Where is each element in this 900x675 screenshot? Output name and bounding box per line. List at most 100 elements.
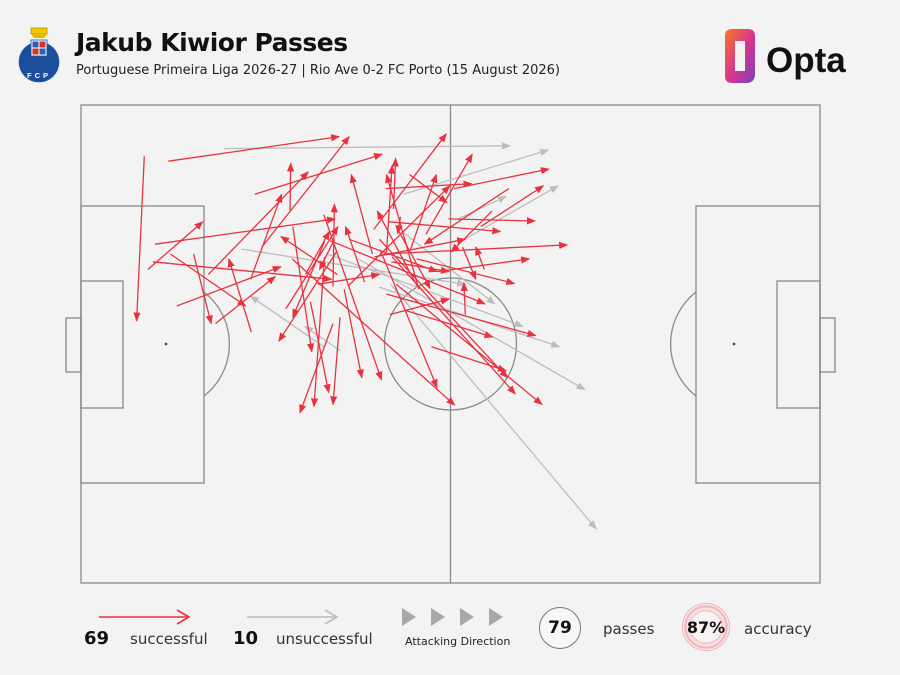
successful-pass-arrow — [425, 153, 473, 235]
successful-pass-arrow — [450, 210, 493, 253]
successful-pass-arrow — [387, 221, 502, 235]
successful-pass-arrow — [254, 153, 384, 195]
right-penalty-arc — [669, 291, 697, 397]
successful-pass-arrow — [409, 173, 438, 251]
successful-pass-arrow — [416, 258, 516, 286]
crest-text: FCP — [27, 71, 51, 80]
successful-pass-arrow — [304, 230, 330, 275]
right-penalty-spot — [732, 342, 736, 346]
unsuccessful-pass-arrow — [327, 253, 524, 328]
centre-circle — [383, 277, 518, 411]
successful-pass-arrow — [423, 188, 510, 245]
successful-pass-arrow — [409, 174, 448, 204]
successful-pass-arrow — [378, 238, 509, 379]
right-penalty-area — [695, 205, 821, 484]
crest-crown — [30, 27, 48, 38]
successful-pass-arrow — [292, 241, 326, 319]
successful-pass-arrow — [207, 171, 309, 275]
page-title: Jakub Kiwior Passes — [76, 28, 348, 57]
successful-pass-arrow — [249, 193, 283, 280]
successful-pass-arrow — [404, 309, 494, 339]
successful-pass-arrow — [227, 258, 252, 333]
successful-pass-arrow — [286, 162, 295, 211]
successful-pass-arrow — [343, 289, 364, 379]
successful-pass-arrow — [347, 185, 451, 287]
unsuccessful-pass-arrow — [390, 283, 597, 530]
page-subtitle: Portuguese Primeira Liga 2026-27 | Rio A… — [76, 63, 560, 78]
successful-pass-arrow — [475, 246, 485, 270]
successful-pass-arrow — [395, 226, 431, 290]
fc-porto-crest-icon: FCP — [17, 27, 61, 84]
successful-pass-arrow — [214, 275, 277, 325]
right-six-yard-box — [776, 280, 821, 409]
unsuccessful-count: 10 — [233, 628, 259, 649]
successful-label: successful — [130, 630, 208, 648]
successful-pass-arrow — [391, 157, 399, 210]
crest-shield — [17, 39, 61, 84]
successful-pass-arrow — [152, 261, 333, 283]
successful-pass-arrow — [310, 256, 326, 408]
successful-pass-arrow — [391, 256, 516, 395]
successful-pass-arrow — [344, 225, 366, 283]
successful-pass-arrow — [386, 293, 537, 337]
successful-pass-arrow — [154, 216, 337, 245]
left-penalty-area — [80, 205, 205, 484]
unsuccessful-passes — [223, 142, 597, 530]
attacking-direction-label: Attacking Direction — [405, 635, 511, 648]
successful-pass-arrow — [395, 216, 403, 235]
passes-total-badge: 79 — [539, 607, 581, 649]
successful-pass-arrow — [147, 221, 204, 270]
successful-pass-arrow — [385, 180, 473, 190]
successful-pass-arrow — [291, 258, 456, 406]
unsuccessful-pass-arrow — [223, 142, 512, 150]
successful-pass-arrow — [133, 156, 145, 322]
successful-pass-arrow — [261, 135, 350, 248]
unsuccessful-pass-arrow — [304, 325, 342, 352]
successful-pass-arrow — [349, 173, 374, 255]
successful-pass-arrow — [480, 185, 545, 228]
accuracy-badge: 87% — [682, 603, 730, 651]
unsuccessful-pass-arrow — [357, 258, 586, 391]
successful-pass-arrow — [170, 253, 247, 307]
successful-pass-arrow — [323, 214, 383, 381]
right-goal — [819, 317, 836, 373]
successful-pass-arrow — [309, 301, 331, 394]
unsuccessful-pass-arrow — [464, 185, 559, 240]
successful-pass-arrow — [453, 167, 550, 190]
successful-pass-arrow — [389, 297, 450, 316]
pitch-markings — [65, 104, 836, 584]
unsuccessful-legend-arrow — [247, 609, 339, 625]
unsuccessful-pass-arrow — [457, 195, 507, 220]
successful-pass-arrow — [329, 240, 486, 305]
accuracy-label: accuracy — [744, 620, 812, 638]
successful-count: 69 — [84, 628, 110, 649]
unsuccessful-pass-arrow — [403, 148, 550, 195]
left-six-yard-box — [80, 280, 124, 409]
left-penalty-spot — [164, 342, 168, 346]
successful-pass-arrow — [395, 283, 543, 406]
successful-legend-arrow — [99, 609, 191, 625]
successful-pass-arrow — [379, 249, 438, 389]
left-goal — [65, 317, 82, 373]
successful-pass-arrow — [460, 281, 468, 315]
successful-pass-arrow — [317, 272, 381, 285]
successful-passes — [133, 133, 569, 414]
successful-pass-arrow — [461, 246, 477, 281]
successful-pass-arrow — [383, 241, 569, 255]
successful-pass-arrow — [285, 225, 339, 310]
passes-label: passes — [603, 620, 655, 638]
unsuccessful-pass-arrow — [249, 295, 325, 348]
attacking-direction-arrows-icon — [402, 608, 503, 626]
successful-pass-arrow — [176, 266, 282, 307]
successful-pass-arrow — [168, 134, 341, 162]
opta-wordmark: Opta — [766, 41, 846, 80]
unsuccessful-label: unsuccessful — [276, 630, 373, 648]
left-penalty-arc — [203, 291, 231, 397]
successful-pass-arrow — [292, 226, 315, 353]
successful-pass-arrow — [348, 238, 438, 273]
successful-pass-arrow — [330, 317, 341, 406]
successful-pass-arrow — [373, 133, 447, 230]
opta-logo: Opta — [725, 29, 846, 83]
unsuccessful-pass-arrow — [241, 248, 467, 287]
